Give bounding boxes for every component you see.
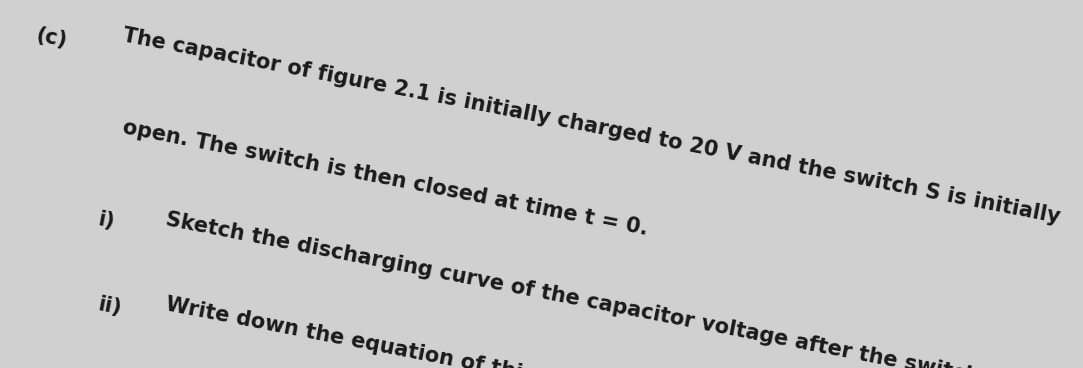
Text: i): i) <box>95 210 116 233</box>
Text: Write down the equation of this discharging curve.: Write down the equation of this discharg… <box>164 294 758 368</box>
Text: open. The switch is then closed at time t = 0.: open. The switch is then closed at time … <box>120 118 650 240</box>
Text: The capacitor of figure 2.1 is initially charged to 20 V and the switch S is ini: The capacitor of figure 2.1 is initially… <box>120 26 1061 227</box>
Text: Sketch the discharging curve of the capacitor voltage after the switch is closed: Sketch the discharging curve of the capa… <box>164 210 1083 368</box>
Text: (c): (c) <box>34 26 68 52</box>
Text: ii): ii) <box>95 294 123 319</box>
